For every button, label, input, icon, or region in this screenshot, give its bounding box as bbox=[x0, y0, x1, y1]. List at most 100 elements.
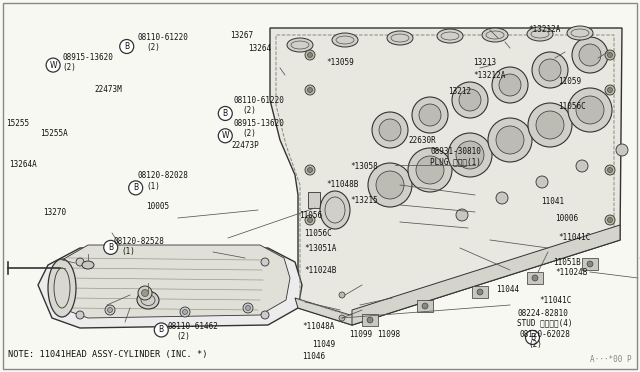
Text: (2): (2) bbox=[528, 340, 542, 349]
Circle shape bbox=[154, 323, 168, 337]
Text: 08120-82528: 08120-82528 bbox=[114, 237, 164, 246]
Circle shape bbox=[182, 310, 188, 314]
Text: *13059: *13059 bbox=[326, 58, 354, 67]
Circle shape bbox=[616, 144, 628, 156]
Ellipse shape bbox=[48, 259, 76, 317]
Circle shape bbox=[412, 97, 448, 133]
Polygon shape bbox=[527, 272, 543, 284]
Text: W: W bbox=[49, 61, 57, 70]
Circle shape bbox=[305, 215, 315, 225]
Text: *13212A: *13212A bbox=[474, 71, 506, 80]
Text: 11056: 11056 bbox=[300, 211, 323, 220]
Text: *11048A: *11048A bbox=[302, 322, 335, 331]
Circle shape bbox=[261, 311, 269, 319]
Circle shape bbox=[376, 171, 404, 199]
Text: 11056C: 11056C bbox=[558, 102, 586, 110]
Text: 22473P: 22473P bbox=[232, 141, 259, 150]
Circle shape bbox=[492, 67, 528, 103]
Text: *11048B: *11048B bbox=[326, 180, 359, 189]
Circle shape bbox=[138, 286, 152, 300]
Text: 11051B: 11051B bbox=[554, 258, 581, 267]
Circle shape bbox=[576, 160, 588, 172]
Circle shape bbox=[459, 89, 481, 111]
Ellipse shape bbox=[482, 28, 508, 42]
Text: 11049: 11049 bbox=[312, 340, 335, 349]
Circle shape bbox=[605, 50, 615, 60]
Circle shape bbox=[536, 176, 548, 188]
Text: *13058: *13058 bbox=[351, 162, 378, 171]
Text: (1): (1) bbox=[146, 182, 160, 190]
Circle shape bbox=[579, 44, 601, 66]
Text: 08110-61220: 08110-61220 bbox=[138, 33, 188, 42]
Ellipse shape bbox=[287, 38, 313, 52]
Polygon shape bbox=[38, 248, 302, 328]
Circle shape bbox=[607, 52, 612, 58]
Circle shape bbox=[499, 74, 521, 96]
Circle shape bbox=[218, 129, 232, 143]
Text: (2): (2) bbox=[63, 63, 77, 72]
Circle shape bbox=[536, 111, 564, 139]
Text: *11024B: *11024B bbox=[304, 266, 337, 275]
Text: 13270: 13270 bbox=[44, 208, 67, 217]
Circle shape bbox=[307, 167, 312, 173]
Text: 11098: 11098 bbox=[378, 330, 401, 339]
Circle shape bbox=[605, 165, 615, 175]
Circle shape bbox=[307, 52, 312, 58]
Circle shape bbox=[339, 292, 345, 298]
Circle shape bbox=[261, 258, 269, 266]
Text: PLUG プラグ(1): PLUG プラグ(1) bbox=[430, 157, 481, 166]
Text: (2): (2) bbox=[146, 43, 160, 52]
Circle shape bbox=[180, 307, 190, 317]
Circle shape bbox=[104, 240, 118, 254]
Text: 08915-13620: 08915-13620 bbox=[234, 119, 284, 128]
Text: 08224-82810: 08224-82810 bbox=[517, 309, 568, 318]
Circle shape bbox=[367, 317, 373, 323]
Circle shape bbox=[246, 305, 250, 311]
Text: W: W bbox=[221, 131, 229, 140]
Circle shape bbox=[576, 96, 604, 124]
Text: 08110-61462: 08110-61462 bbox=[168, 322, 218, 331]
Circle shape bbox=[587, 261, 593, 267]
Circle shape bbox=[456, 209, 468, 221]
Circle shape bbox=[525, 330, 540, 344]
Text: 10006: 10006 bbox=[556, 214, 579, 223]
Text: B: B bbox=[159, 326, 164, 334]
Text: 11099: 11099 bbox=[349, 330, 372, 339]
Circle shape bbox=[76, 258, 84, 266]
Text: 13212: 13212 bbox=[448, 87, 471, 96]
Text: 13264: 13264 bbox=[248, 44, 271, 53]
Circle shape bbox=[532, 275, 538, 281]
Ellipse shape bbox=[137, 291, 159, 309]
Text: 15255A: 15255A bbox=[40, 129, 67, 138]
Circle shape bbox=[605, 215, 615, 225]
Circle shape bbox=[305, 165, 315, 175]
Text: B: B bbox=[223, 109, 228, 118]
Circle shape bbox=[539, 59, 561, 81]
Text: B: B bbox=[530, 333, 535, 342]
Text: 13264A: 13264A bbox=[10, 160, 37, 169]
Polygon shape bbox=[295, 232, 620, 325]
Polygon shape bbox=[362, 314, 378, 326]
Circle shape bbox=[607, 167, 612, 173]
Text: 13213: 13213 bbox=[474, 58, 497, 67]
Circle shape bbox=[307, 218, 312, 222]
Text: *11041C: *11041C bbox=[558, 233, 591, 242]
Ellipse shape bbox=[82, 261, 94, 269]
Polygon shape bbox=[352, 225, 620, 325]
Circle shape bbox=[496, 192, 508, 204]
Text: 22473M: 22473M bbox=[95, 85, 122, 94]
Circle shape bbox=[372, 112, 408, 148]
Ellipse shape bbox=[320, 191, 350, 229]
Circle shape bbox=[120, 39, 134, 54]
Text: 11056C: 11056C bbox=[304, 229, 332, 238]
Polygon shape bbox=[582, 258, 598, 270]
Ellipse shape bbox=[437, 29, 463, 43]
Text: (2): (2) bbox=[176, 332, 190, 341]
Circle shape bbox=[528, 103, 572, 147]
Circle shape bbox=[76, 311, 84, 319]
Circle shape bbox=[218, 106, 232, 121]
Text: 11059: 11059 bbox=[558, 77, 581, 86]
Circle shape bbox=[607, 87, 612, 93]
Circle shape bbox=[243, 303, 253, 313]
Circle shape bbox=[408, 148, 452, 192]
